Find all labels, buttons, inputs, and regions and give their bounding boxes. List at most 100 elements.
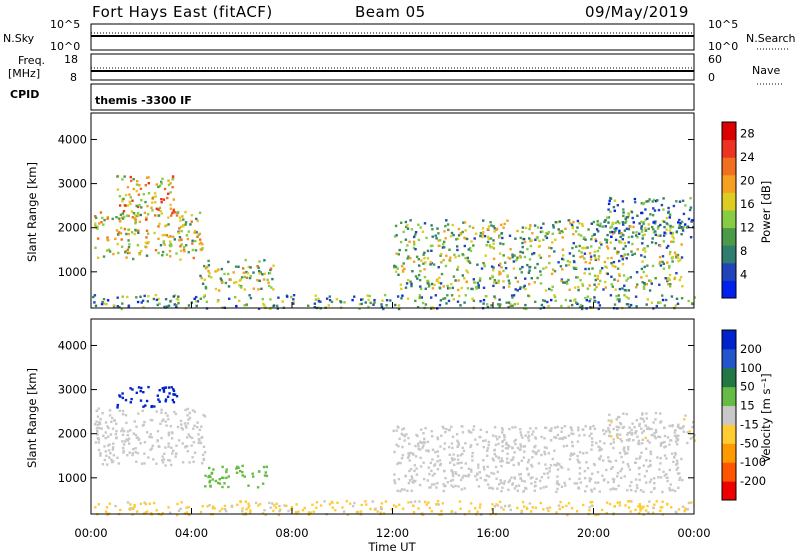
data-cell bbox=[547, 452, 550, 455]
data-cell bbox=[526, 468, 529, 471]
data-cell bbox=[676, 425, 680, 428]
data-cell bbox=[677, 434, 680, 437]
data-cell bbox=[169, 240, 172, 243]
data-cell bbox=[556, 482, 559, 485]
data-cell bbox=[690, 220, 693, 223]
data-cell bbox=[414, 444, 417, 448]
data-cell bbox=[216, 300, 220, 303]
colorbar-swatch bbox=[722, 192, 736, 211]
data-cell bbox=[108, 414, 112, 417]
data-cell bbox=[575, 245, 578, 248]
data-cell bbox=[565, 504, 568, 508]
data-cell bbox=[451, 446, 454, 450]
data-cell bbox=[158, 184, 162, 188]
data-cell bbox=[467, 467, 471, 470]
data-cell bbox=[207, 264, 211, 267]
data-cell bbox=[121, 413, 125, 416]
data-cell bbox=[117, 251, 120, 255]
data-cell bbox=[610, 230, 614, 234]
data-cell bbox=[402, 230, 405, 233]
data-cell bbox=[693, 296, 696, 299]
data-cell bbox=[501, 427, 504, 430]
data-cell bbox=[614, 229, 617, 232]
data-cell bbox=[159, 244, 163, 247]
data-cell bbox=[482, 298, 486, 302]
data-cell bbox=[127, 304, 131, 307]
data-cell bbox=[503, 435, 506, 438]
data-cell bbox=[184, 446, 187, 449]
data-cell bbox=[618, 241, 621, 244]
data-cell bbox=[206, 505, 209, 508]
data-cell bbox=[417, 223, 420, 226]
data-cell bbox=[460, 286, 463, 290]
data-cell bbox=[498, 273, 501, 276]
data-cell bbox=[452, 275, 456, 278]
data-cell bbox=[419, 226, 422, 229]
data-cell bbox=[167, 216, 170, 219]
data-cell bbox=[521, 230, 524, 234]
data-cell bbox=[141, 299, 145, 302]
data-cell bbox=[463, 244, 466, 248]
data-cell bbox=[495, 228, 498, 232]
data-cell bbox=[650, 241, 654, 244]
data-cell bbox=[436, 227, 439, 230]
data-cell bbox=[650, 282, 653, 285]
y-tick-label: 1000 bbox=[58, 265, 87, 279]
data-cell bbox=[649, 450, 652, 453]
data-cell bbox=[174, 412, 178, 416]
data-cell bbox=[531, 465, 534, 468]
data-cell bbox=[509, 303, 512, 306]
data-cell bbox=[545, 485, 548, 488]
data-cell bbox=[145, 217, 148, 220]
data-cell bbox=[155, 509, 158, 512]
data-cell bbox=[560, 426, 564, 430]
data-cell bbox=[527, 472, 530, 476]
data-cell bbox=[143, 420, 146, 424]
data-cell bbox=[236, 465, 239, 468]
data-cell bbox=[632, 439, 635, 442]
data-cell bbox=[689, 206, 693, 209]
data-cell bbox=[202, 296, 206, 299]
data-cell bbox=[539, 282, 543, 285]
data-cell bbox=[641, 237, 644, 240]
data-cell bbox=[108, 409, 112, 412]
data-cell bbox=[511, 447, 514, 450]
data-cell bbox=[426, 479, 429, 482]
data-cell bbox=[401, 270, 405, 273]
data-cell bbox=[173, 211, 177, 214]
data-cell bbox=[606, 216, 609, 219]
data-cell bbox=[534, 300, 537, 303]
data-cell bbox=[317, 300, 321, 303]
data-cell bbox=[311, 503, 314, 506]
data-cell bbox=[659, 260, 662, 264]
data-cell bbox=[198, 242, 201, 246]
data-cell bbox=[290, 295, 293, 299]
data-cell bbox=[464, 257, 467, 260]
data-cell bbox=[586, 287, 589, 290]
data-cell bbox=[225, 470, 228, 474]
data-cell bbox=[123, 227, 127, 231]
data-cell bbox=[165, 253, 169, 256]
data-cell bbox=[401, 269, 405, 272]
data-cell bbox=[174, 455, 177, 458]
data-cell bbox=[594, 258, 597, 262]
data-cell bbox=[161, 250, 165, 254]
noise-right-tick-top: 10^5 bbox=[708, 18, 738, 31]
data-cell bbox=[301, 509, 305, 512]
data-cell bbox=[193, 451, 197, 454]
data-cell bbox=[629, 510, 632, 513]
data-cell bbox=[475, 478, 479, 481]
data-cell bbox=[135, 204, 138, 208]
data-cell bbox=[600, 508, 604, 512]
data-cell bbox=[528, 502, 532, 505]
data-cell bbox=[98, 426, 101, 430]
data-cell bbox=[438, 276, 441, 279]
data-cell bbox=[588, 300, 591, 303]
data-cell bbox=[616, 415, 620, 419]
data-cell bbox=[558, 230, 562, 233]
data-cell bbox=[677, 508, 681, 511]
data-cell bbox=[155, 183, 158, 186]
data-cell bbox=[470, 431, 473, 434]
data-cell bbox=[400, 265, 404, 268]
data-cell bbox=[104, 436, 107, 440]
